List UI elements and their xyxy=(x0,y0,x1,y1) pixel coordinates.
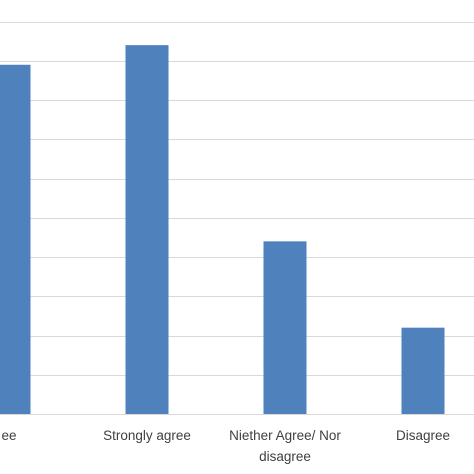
bars xyxy=(0,45,445,415)
bar-agree xyxy=(0,64,31,415)
category-tick-label: Niether Agree/ Nor xyxy=(229,428,341,443)
gridlines xyxy=(0,22,474,415)
category-tick-label: ee xyxy=(1,428,16,443)
bar-strongly-agree xyxy=(125,45,169,415)
category-tick-label: disagree xyxy=(259,449,311,464)
category-tick-label: Strongly agree xyxy=(103,428,191,443)
bar-disagree xyxy=(401,327,445,414)
bar-niether-agree-nor-disagree xyxy=(263,241,307,414)
category-labels: ee Strongly agree Niether Agree/ Nor disagr… xyxy=(1,428,450,464)
category-tick-label: Disagree xyxy=(396,428,450,443)
